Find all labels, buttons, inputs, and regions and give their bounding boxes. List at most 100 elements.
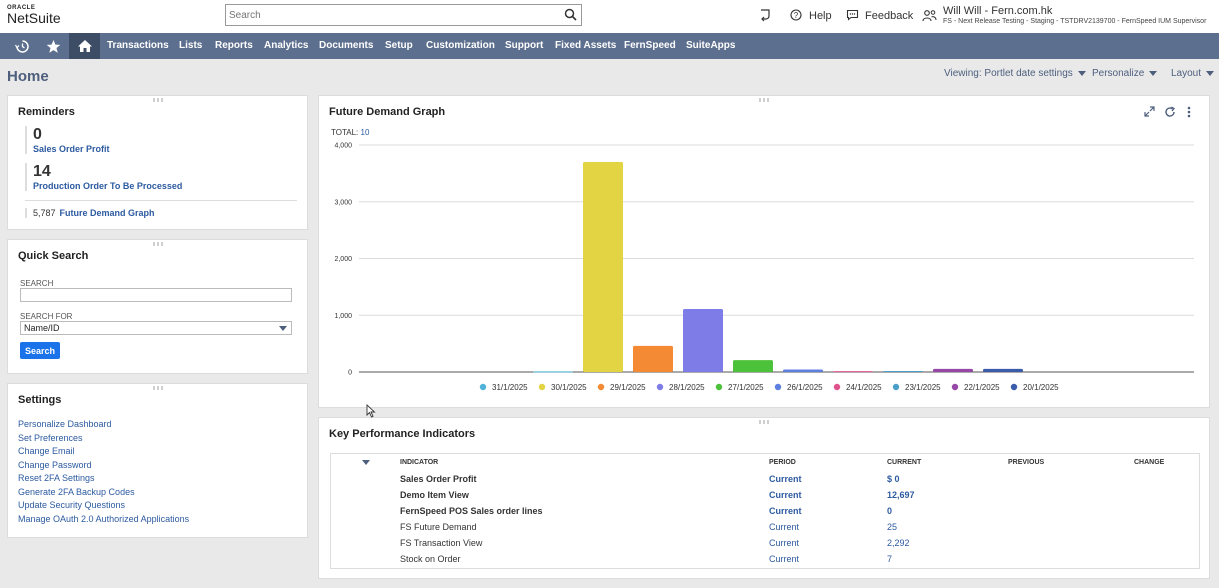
kpi-options-icon[interactable] [362, 460, 370, 465]
roles-icon[interactable] [922, 9, 937, 25]
bar[interactable] [833, 371, 873, 373]
recent-history-icon[interactable] [758, 8, 771, 25]
reminder-item[interactable]: 14 Production Order To Be Processed [25, 163, 182, 191]
quick-search-button[interactable]: Search [20, 342, 60, 359]
bar[interactable] [783, 369, 823, 372]
kpi-indicator: FS Future Demand [400, 522, 477, 532]
bar[interactable] [633, 345, 673, 372]
drag-handle[interactable] [152, 242, 163, 246]
kpi-period[interactable]: Current [769, 506, 802, 516]
user-role[interactable]: FS - Next Release Testing - Staging - TS… [943, 18, 1207, 25]
chart-total-value[interactable]: 10 [360, 128, 370, 137]
refresh-icon[interactable] [1164, 106, 1176, 121]
feedback-icon[interactable] [846, 9, 859, 24]
nav-suiteapps[interactable]: SuiteApps [686, 40, 736, 51]
bar[interactable] [883, 370, 923, 372]
reminder-label[interactable]: Future Demand Graph [59, 208, 155, 218]
user-name[interactable]: Will Will - Fern.com.hk [943, 5, 1053, 17]
kpi-period[interactable]: Current [769, 474, 802, 484]
chart-total-label: TOTAL: [331, 128, 359, 137]
legend-label[interactable]: 24/1/2025 [846, 383, 882, 392]
settings-link-oauth-apps[interactable]: Manage OAuth 2.0 Authorized Applications [18, 514, 190, 524]
star-icon[interactable] [38, 33, 69, 59]
reminder-count: 0 [33, 126, 42, 143]
legend-label[interactable]: 23/1/2025 [905, 383, 941, 392]
nav-fernspeed[interactable]: FernSpeed [624, 40, 676, 51]
reminder-count: 14 [33, 163, 51, 180]
kpi-current[interactable]: 2,292 [887, 538, 910, 548]
feedback-link[interactable]: Feedback [865, 10, 914, 22]
layout-menu[interactable]: Layout [1171, 68, 1215, 79]
settings-link-change-password[interactable]: Change Password [18, 460, 92, 470]
nav-analytics[interactable]: Analytics [264, 40, 309, 51]
drag-handle[interactable] [759, 98, 769, 102]
nav-fixed-assets[interactable]: Fixed Assets [555, 40, 617, 51]
nav-lists[interactable]: Lists [179, 40, 203, 51]
kpi-period[interactable]: Current [769, 522, 800, 532]
kpi-current[interactable]: 12,697 [887, 490, 915, 500]
chevron-down-icon [1077, 70, 1086, 76]
bar[interactable] [983, 368, 1023, 372]
future-demand-graph-portlet: Future Demand Graph TOTAL: 10 0 1,000 2,00… [318, 95, 1210, 408]
bar[interactable] [733, 360, 773, 372]
bar[interactable] [533, 371, 573, 373]
settings-link-2fa-backup-codes[interactable]: Generate 2FA Backup Codes [18, 487, 135, 497]
kpi-current[interactable]: 7 [887, 554, 893, 564]
kpi-current[interactable]: 25 [887, 522, 898, 532]
nav-setup[interactable]: Setup [385, 40, 413, 51]
kpi-period[interactable]: Current [769, 490, 802, 500]
search-for-label: SEARCH FOR [20, 312, 73, 321]
legend-swatch [892, 383, 900, 391]
nav-reports[interactable]: Reports [215, 40, 253, 51]
settings-link-personalize-dashboard[interactable]: Personalize Dashboard [18, 419, 112, 429]
legend-label[interactable]: 20/1/2025 [1023, 383, 1059, 392]
settings-link-security-questions[interactable]: Update Security Questions [18, 500, 126, 510]
settings-link-change-email[interactable]: Change Email [18, 446, 75, 456]
reminder-label[interactable]: Sales Order Profit [33, 144, 110, 154]
main-nav: Transactions Lists Reports Analytics Doc… [0, 33, 1219, 59]
legend-label[interactable]: 31/1/2025 [492, 383, 528, 392]
search-icon[interactable] [564, 8, 577, 24]
kpi-current[interactable]: $ 0 [887, 474, 900, 484]
kpi-period[interactable]: Current [769, 538, 800, 548]
search-field-label: SEARCH [20, 279, 54, 288]
reminder-item[interactable]: 0 Sales Order Profit [25, 126, 110, 154]
nav-support[interactable]: Support [505, 40, 544, 51]
bar[interactable] [683, 309, 723, 372]
kpi-indicator: Sales Order Profit [400, 474, 477, 484]
nav-customization[interactable]: Customization [426, 40, 495, 51]
help-icon[interactable]: ? [790, 9, 802, 24]
legend-label[interactable]: 30/1/2025 [551, 383, 587, 392]
drag-handle[interactable] [152, 98, 163, 102]
reminder-label[interactable]: Production Order To Be Processed [33, 181, 183, 191]
search-for-select[interactable]: Name/ID [20, 321, 292, 335]
help-link[interactable]: Help [809, 10, 832, 22]
legend-label[interactable]: 26/1/2025 [787, 383, 823, 392]
kpi-period[interactable]: Current [769, 554, 800, 564]
drag-handle[interactable] [152, 386, 163, 390]
settings-link-reset-2fa[interactable]: Reset 2FA Settings [18, 473, 95, 483]
settings-link-set-preferences[interactable]: Set Preferences [18, 433, 83, 443]
legend-label[interactable]: 29/1/2025 [610, 383, 646, 392]
logo-oracle-text: ORACLE [7, 5, 36, 11]
reminder-item-small[interactable]: 5,787 Future Demand Graph [25, 208, 155, 218]
viewing-settings-menu[interactable]: Viewing: Portlet date settings [944, 68, 1086, 79]
search-for-value: Name/ID [24, 323, 60, 333]
nav-documents[interactable]: Documents [319, 40, 374, 51]
bar[interactable] [933, 368, 973, 372]
legend-label[interactable]: 22/1/2025 [964, 383, 1000, 392]
bar[interactable] [583, 162, 623, 372]
legend-label[interactable]: 28/1/2025 [669, 383, 705, 392]
home-icon[interactable] [69, 33, 100, 59]
nav-transactions[interactable]: Transactions [107, 40, 169, 51]
more-options-icon[interactable] [1187, 106, 1191, 121]
drag-handle[interactable] [759, 420, 769, 424]
personalize-menu[interactable]: Personalize [1092, 68, 1158, 79]
quick-search-input[interactable] [20, 288, 292, 302]
netsuite-logo[interactable]: ORACLE NetSuite [7, 5, 61, 25]
legend-label[interactable]: 27/1/2025 [728, 383, 764, 392]
global-search-input[interactable] [226, 5, 556, 25]
expand-icon[interactable] [1144, 106, 1155, 120]
kpi-current[interactable]: 0 [887, 506, 893, 516]
recent-records-icon[interactable] [7, 33, 38, 59]
